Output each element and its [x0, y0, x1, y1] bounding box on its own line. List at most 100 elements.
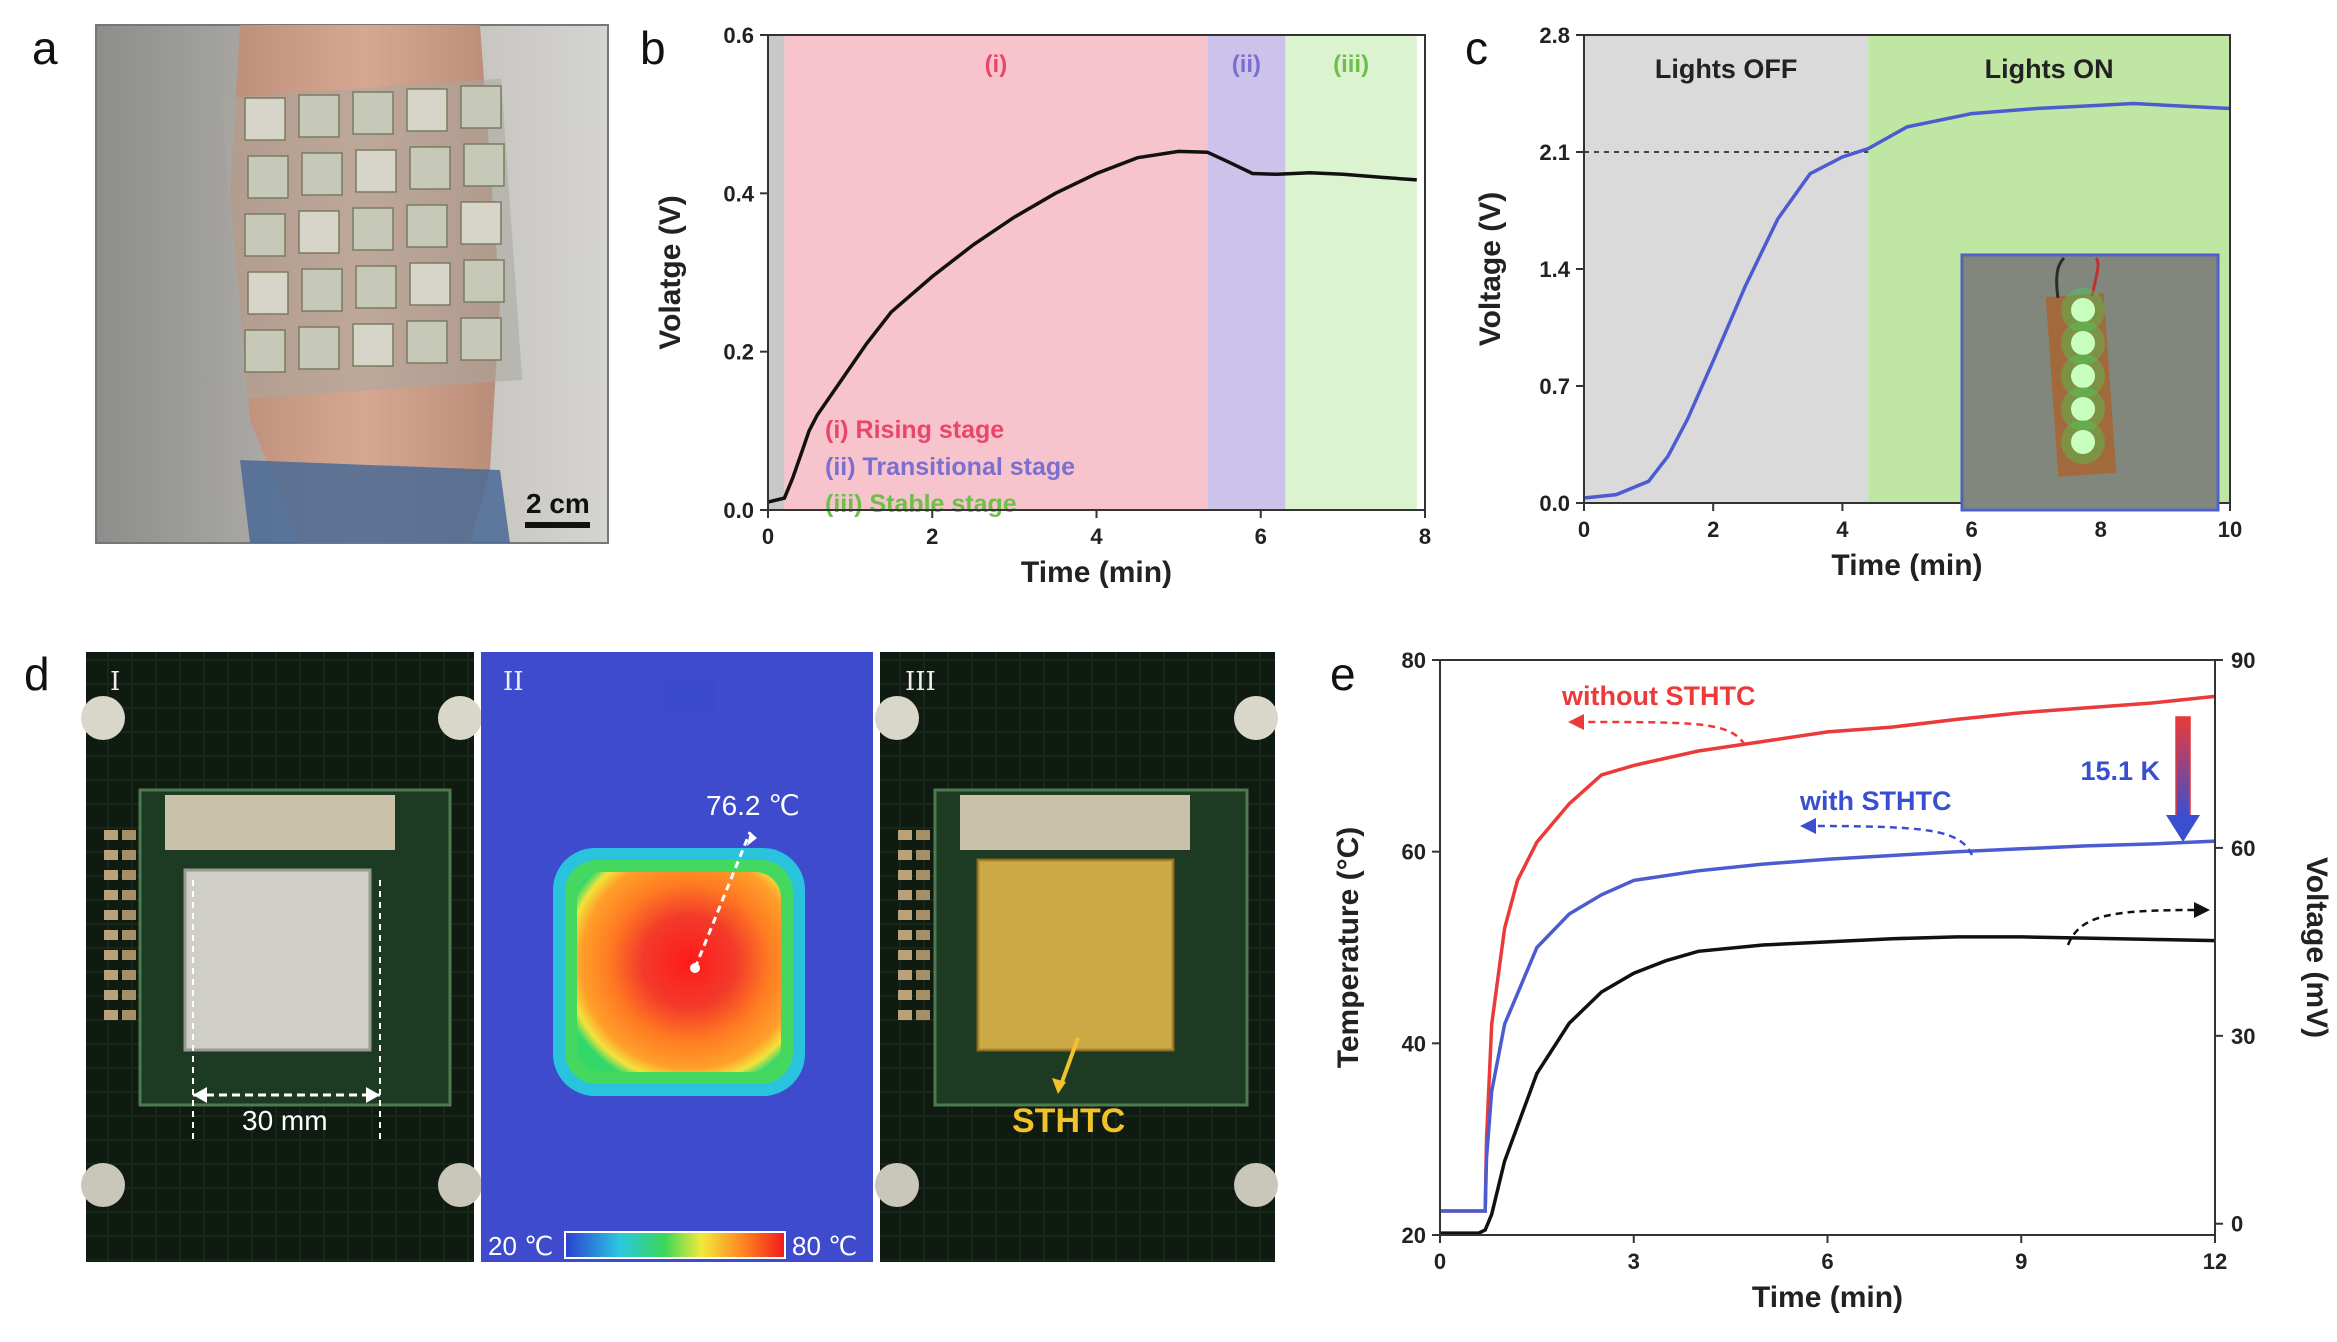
thermoelectric-tile	[409, 146, 451, 190]
subpanel-label-i: I	[110, 667, 120, 697]
stage-region	[784, 35, 1208, 510]
x-tick-label: 8	[2095, 517, 2107, 542]
thermoelectric-tile	[406, 88, 448, 132]
capacitor	[122, 830, 136, 840]
thermoelectric-tile	[244, 213, 286, 257]
capacitor	[916, 970, 930, 980]
capacitor	[122, 910, 136, 920]
colorbar-min-label: 20 ℃	[488, 1231, 553, 1261]
capacitor	[898, 850, 912, 860]
led	[2071, 397, 2095, 421]
thermoelectric-tile	[244, 97, 286, 141]
voltage-line	[767, 149, 1417, 504]
arrow-with-sthtc	[1811, 824, 1974, 856]
panel-letter-a: a	[32, 22, 58, 74]
y2-tick-label: 90	[2231, 648, 2255, 673]
y2-axis-label: Voltage (mV)	[2300, 857, 2333, 1038]
y-tick-label: 0.0	[723, 498, 754, 523]
y-tick-label: 1.4	[1539, 257, 1570, 282]
capacitor	[122, 850, 136, 860]
y-tick-label: 60	[1402, 840, 1426, 865]
thermoelectric-tile	[460, 317, 502, 361]
thermoelectric-tile	[352, 323, 394, 367]
voltage-line	[1440, 935, 2216, 1235]
x-tick-label: 0	[762, 524, 774, 549]
capacitor	[916, 930, 930, 940]
arm-photo: 2 cm	[95, 24, 609, 544]
y-axis-label: Temperature (°C)	[1332, 827, 1365, 1068]
panel-e: e 0 3 6 9 12 20 40 60 80 Time (min) Temperature (°…	[1330, 648, 2333, 1314]
cpu-chip	[183, 868, 372, 1052]
y-tick-label: 0.4	[723, 181, 754, 206]
thermoelectric-tile	[460, 201, 502, 245]
thermoelectric-tile	[355, 265, 397, 309]
capacitor	[898, 870, 912, 880]
voltage-line	[1583, 101, 2231, 500]
capacitor	[122, 950, 136, 960]
thermoelectric-tile	[463, 143, 505, 187]
x-tick-label: 0	[1434, 1249, 1446, 1274]
y-tick-label: 0.6	[723, 23, 754, 48]
capacitor	[122, 1010, 136, 1020]
capacitor	[122, 990, 136, 1000]
annotation-with-sthtc: with STHTC	[1799, 786, 1951, 816]
capacitor	[104, 830, 118, 840]
panel-letter-c: c	[1465, 22, 1488, 74]
x-tick-label: 10	[2218, 517, 2242, 542]
cpu-photo-with-sthtc: III STHTC	[875, 652, 1278, 1262]
panel-letter-e: e	[1330, 648, 1356, 700]
thermoelectric-tile	[460, 85, 502, 129]
panel-d: d I 30 mm	[24, 648, 1278, 1262]
capacitor	[898, 970, 912, 980]
capacitor	[916, 990, 930, 1000]
thermoelectric-tile	[355, 149, 397, 193]
capacitor	[104, 890, 118, 900]
thermoelectric-tile	[298, 326, 340, 370]
y-tick-label: 80	[1402, 648, 1426, 673]
tile-grid	[244, 85, 505, 373]
colorbar-max-label: 80 ℃	[792, 1231, 857, 1261]
temperature-difference-label: 15.1 K	[2080, 756, 2160, 786]
capacitor	[122, 890, 136, 900]
led-row	[2061, 288, 2105, 464]
led-inset-photo	[1960, 253, 2220, 512]
led	[2071, 298, 2095, 322]
y-tick-label: 2.8	[1539, 23, 1570, 48]
y-tick-label: 0.7	[1539, 374, 1570, 399]
x-tick-label: 3	[1628, 1249, 1640, 1274]
capacitor	[122, 870, 136, 880]
stage-region	[1285, 35, 1417, 510]
cpu-photo-bare: I 30 mm	[81, 652, 482, 1262]
x-axis-label: Time (min)	[1021, 556, 1172, 589]
chart-e: 0 3 6 9 12 20 40 60 80 Time (min) Temperature (°C)…	[1332, 648, 2333, 1314]
thermoelectric-tile	[406, 320, 448, 364]
x-tick-label: 4	[1836, 517, 1849, 542]
capacitor	[122, 970, 136, 980]
stage-label: (i)	[985, 51, 1008, 78]
capacitor	[104, 950, 118, 960]
capacitor	[104, 970, 118, 980]
thermoelectric-tile	[247, 155, 289, 199]
arrow-voltage	[2066, 908, 2199, 946]
region-label: Lights OFF	[1655, 54, 1797, 84]
capacitor	[916, 870, 930, 880]
arrowhead-with-sthtc	[1800, 818, 1816, 834]
x-tick-label: 0	[1578, 517, 1590, 542]
sthtc-label: STHTC	[1012, 1102, 1125, 1140]
capacitor	[104, 870, 118, 880]
y-tick-label: 40	[1402, 1031, 1426, 1056]
chart-b: (i) (ii) (iii) (i) Rising stage (ii) Transit…	[654, 23, 1431, 589]
capacitor	[104, 990, 118, 1000]
y-tick-label: 20	[1402, 1223, 1426, 1248]
panel-letter-d: d	[24, 648, 50, 700]
x-tick-label: 2	[926, 524, 938, 549]
capacitor	[898, 950, 912, 960]
thermoelectric-tile	[298, 210, 340, 254]
arrowhead-voltage	[2194, 902, 2210, 918]
difference-arrowhead	[2166, 815, 2200, 842]
capacitor	[898, 910, 912, 920]
capacitor	[916, 910, 930, 920]
region-label: Lights ON	[1985, 54, 2114, 84]
legend-entry: (ii) Transitional stage	[825, 453, 1075, 481]
panel-a: a 2 cm	[32, 22, 609, 544]
